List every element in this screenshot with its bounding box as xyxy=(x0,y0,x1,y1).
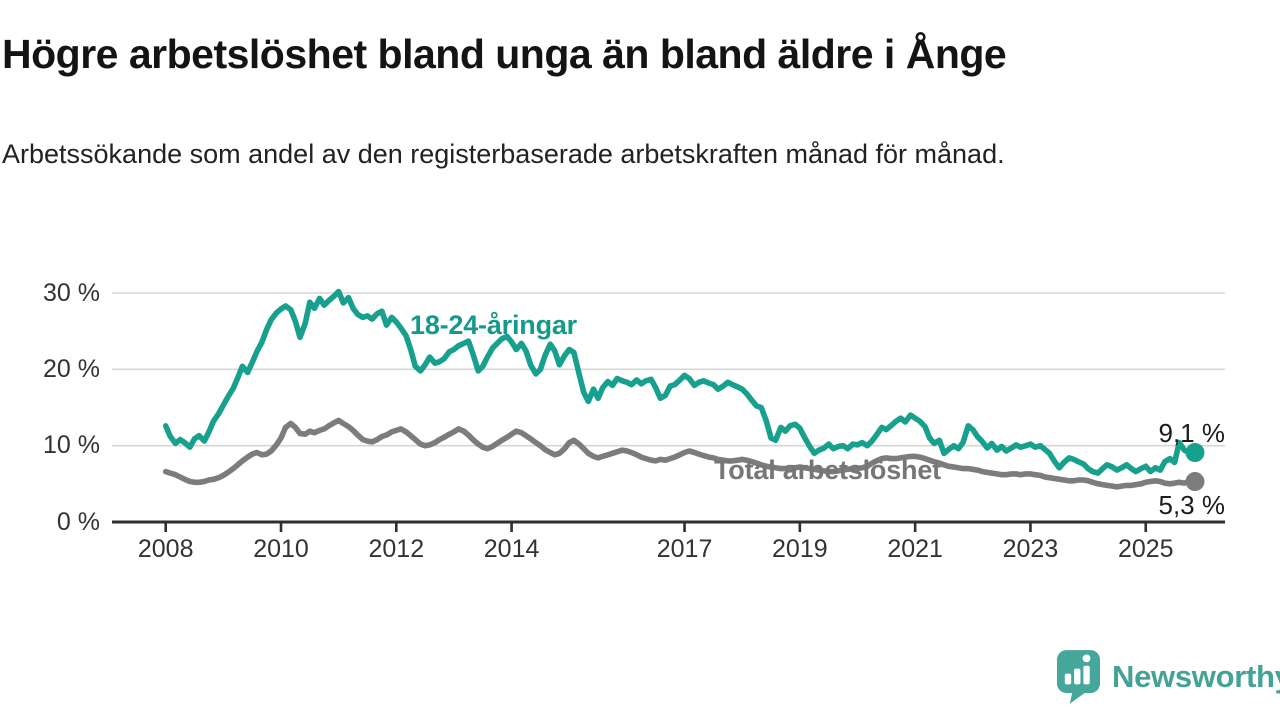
x-tick-label: 2010 xyxy=(253,535,309,563)
x-tick-label: 2014 xyxy=(483,535,540,563)
series-label-young: 18-24-åringar xyxy=(410,310,577,340)
line-18-24-åringar xyxy=(162,288,1192,476)
end-value-total: 5,3 % xyxy=(1158,489,1226,520)
end-dot-Total arbetslöshet xyxy=(1185,472,1205,492)
x-tick-label: 2017 xyxy=(656,535,713,563)
series-label-total: Total arbetslöshet xyxy=(714,455,941,485)
x-tick-label: 2023 xyxy=(1002,535,1059,563)
newsworthy-chart-bubble-icon xyxy=(1056,650,1101,704)
end-dot-18-24-åringar xyxy=(1185,443,1205,463)
line-Total arbetslöshet xyxy=(162,417,1192,490)
x-tick-label: 2021 xyxy=(887,535,943,563)
x-tick-label: 2012 xyxy=(368,535,425,563)
y-tick-label: 30 % xyxy=(43,278,100,307)
newsworthy-logo[interactable]: Newsworthy xyxy=(1055,648,1280,705)
x-tick-label: 2008 xyxy=(137,535,194,563)
x-tick-label: 2025 xyxy=(1117,535,1174,563)
end-value-young: 9,1 % xyxy=(1158,417,1226,448)
y-tick-label: 20 % xyxy=(43,354,100,383)
x-tick-label: 2019 xyxy=(772,535,828,563)
y-tick-label: 10 % xyxy=(43,431,100,460)
newsworthy-wordmark: Newsworthy xyxy=(1112,658,1280,694)
chart-subtitle: Arbetssökande som andel av den registerb… xyxy=(2,139,1005,169)
y-tick-label: 0 % xyxy=(56,507,100,536)
chart-title: Högre arbetslöshet bland unga än bland ä… xyxy=(2,31,1007,77)
